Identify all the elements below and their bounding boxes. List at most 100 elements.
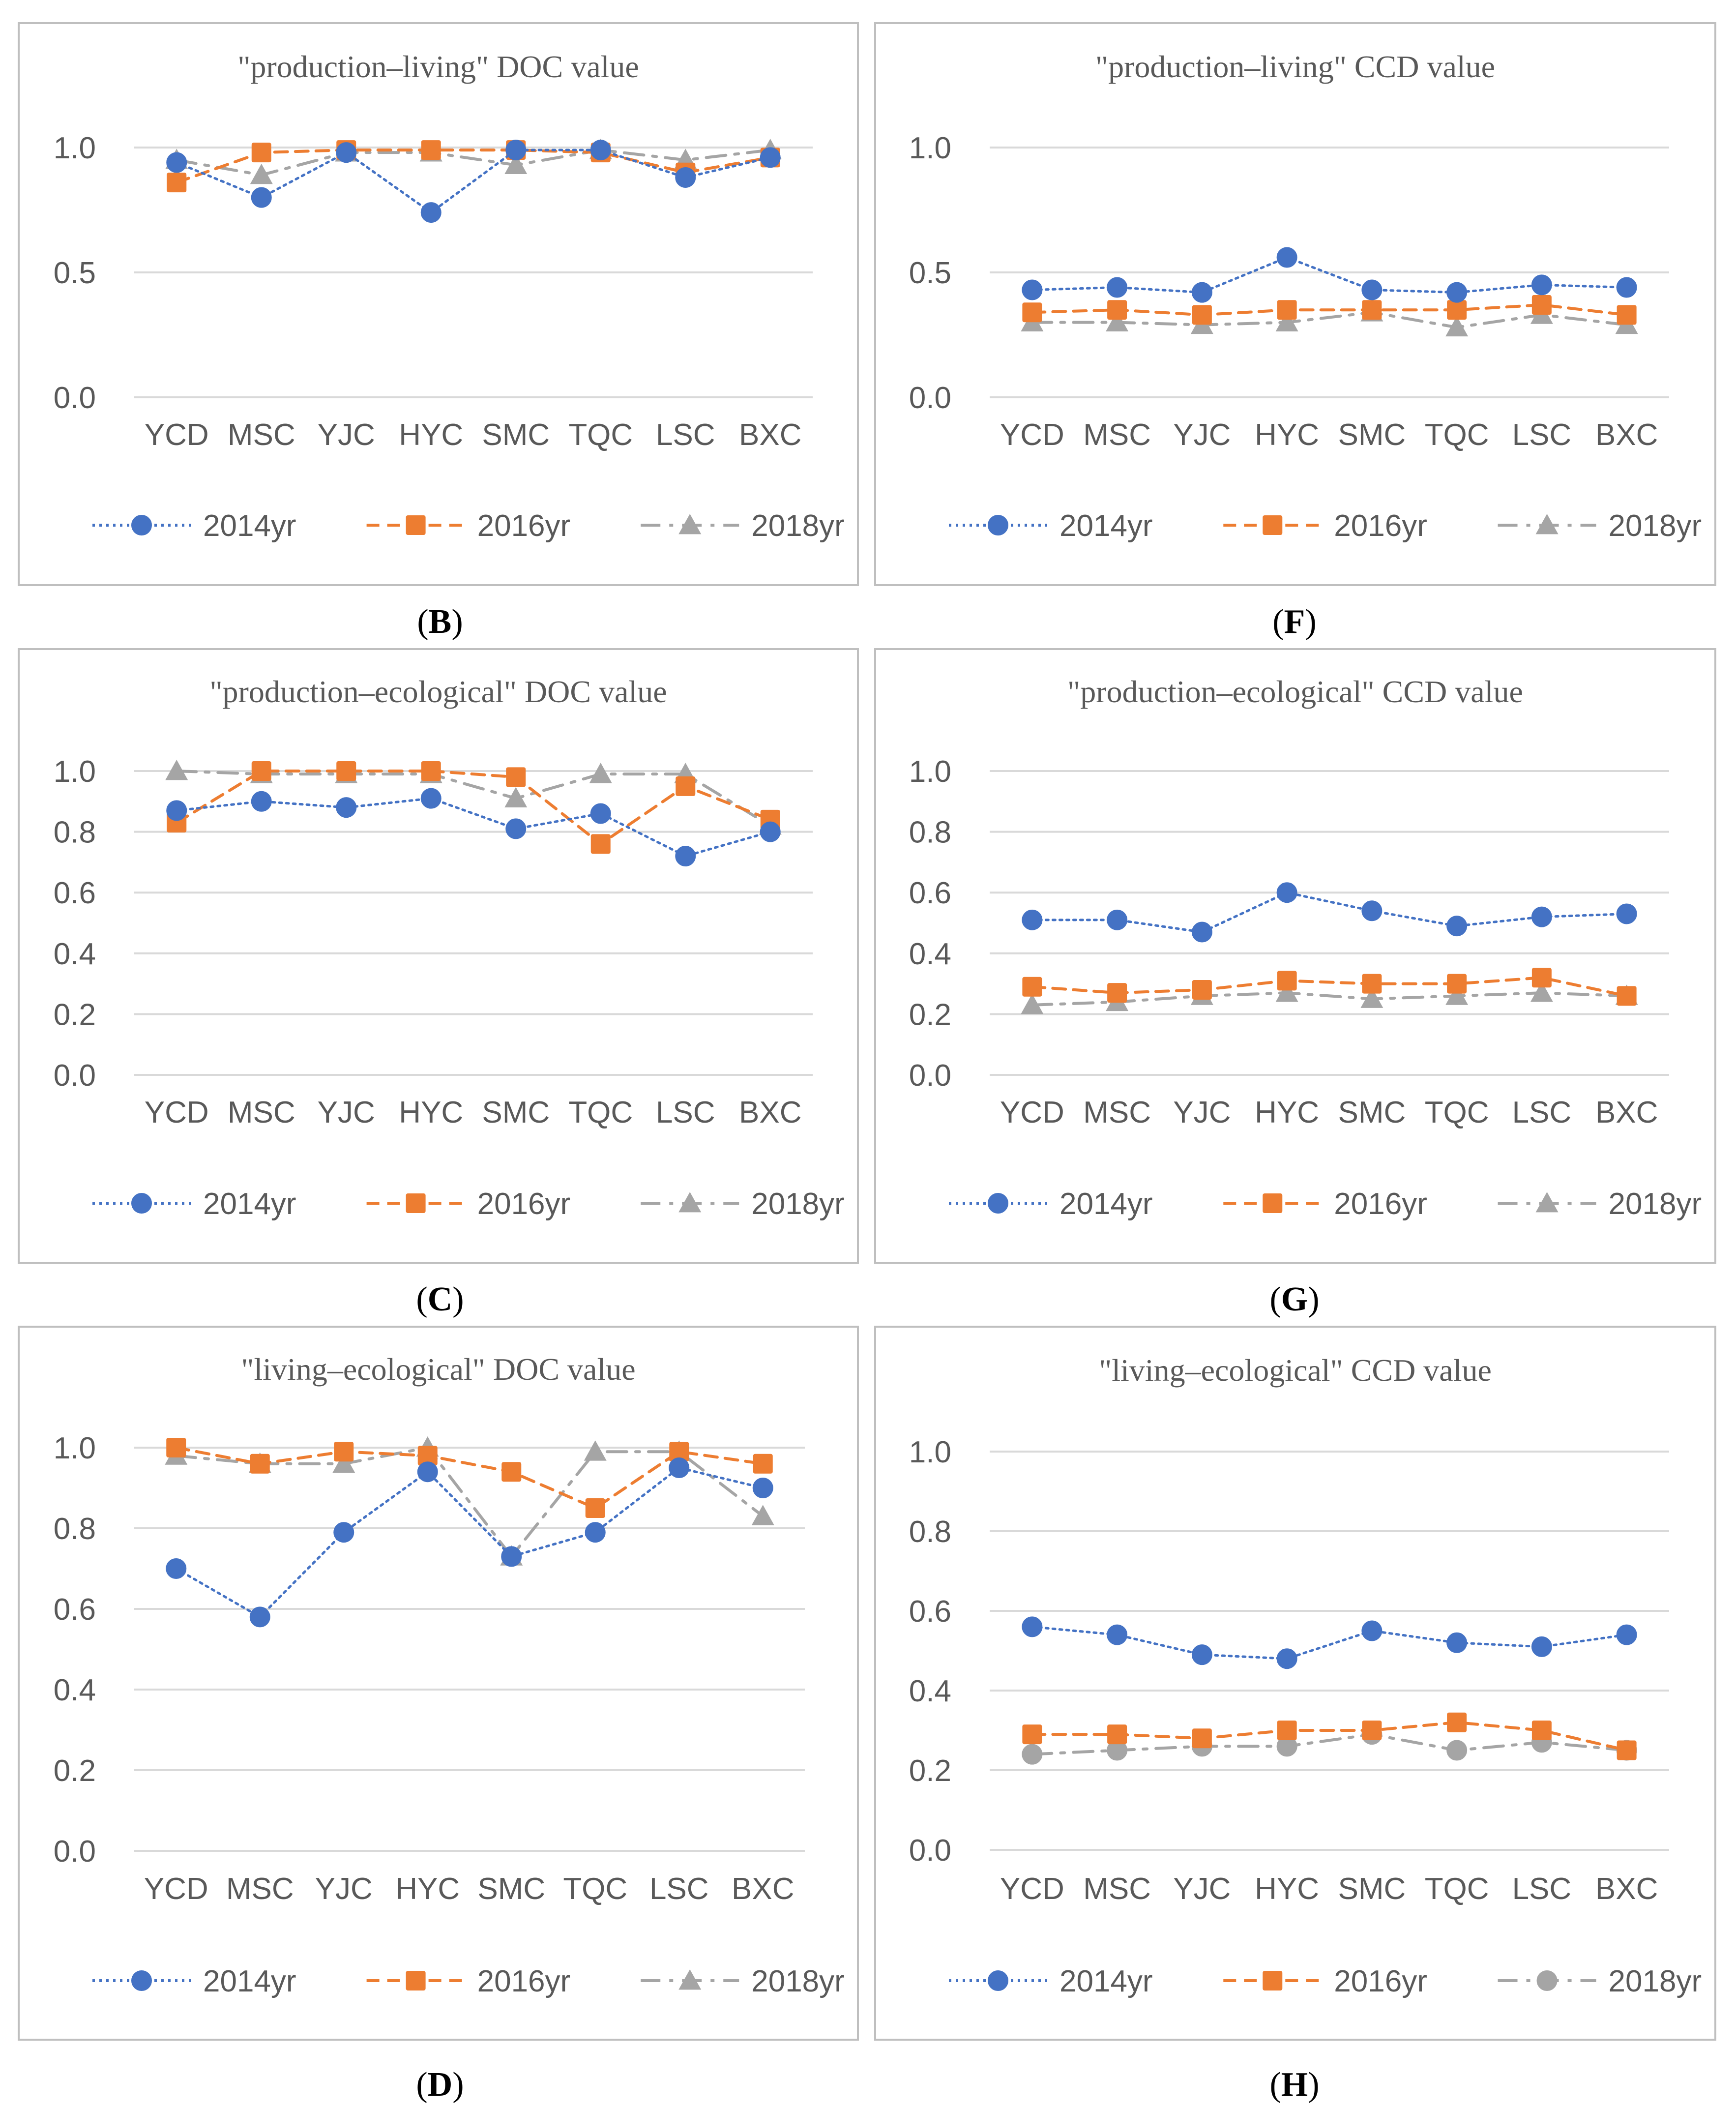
series-line [1030, 1625, 1628, 1660]
data-point [1361, 900, 1383, 921]
data-point [251, 761, 271, 781]
data-point [250, 1454, 270, 1474]
data-point [1022, 977, 1042, 997]
x-tick-label: BXC [739, 418, 801, 452]
y-tick-label: 1.0 [54, 1431, 96, 1465]
data-point [336, 797, 357, 818]
data-point [1277, 1721, 1297, 1740]
data-point [251, 791, 272, 812]
legend-marker [678, 514, 702, 535]
legend-label: 2014yr [1059, 1187, 1153, 1221]
data-point [1530, 981, 1553, 1002]
y-tick-label: 0.8 [54, 816, 96, 850]
x-tick-label: BXC [732, 1872, 794, 1906]
data-point [590, 803, 611, 824]
data-point [1361, 1620, 1383, 1641]
legend-label: 2014yr [203, 509, 296, 543]
y-tick-label: 1.0 [909, 755, 951, 789]
data-point [167, 173, 187, 193]
data-point [1107, 277, 1128, 298]
legend-label: 2016yr [477, 1187, 571, 1221]
legend-label: 2018yr [1609, 1964, 1702, 1998]
x-tick-label: YJC [315, 1872, 373, 1906]
data-point [501, 1546, 522, 1567]
data-point [753, 1454, 773, 1474]
data-point [1447, 974, 1467, 994]
chart-panel-F: "production–living" CCD value 0.0 0.5 1.0 YC… [874, 22, 1716, 641]
data-point [505, 818, 527, 839]
chart-panel-H: "living–ecological" CCD value 0.0 0.2 0.4 0.… [874, 1326, 1716, 2104]
chart-panel-D: "living–ecological" DOC value 0.0 0.2 0.4 0.… [18, 1326, 859, 2104]
x-tick-label: MSC [1083, 1872, 1151, 1906]
series-line [1030, 311, 1628, 329]
legend-item-2016yr: 2016yr [1223, 1964, 1427, 1998]
data-point [1446, 282, 1468, 303]
data-point [1106, 311, 1129, 331]
data-point [1107, 300, 1127, 320]
data-point [1362, 974, 1382, 994]
data-point [1107, 1624, 1128, 1645]
x-tick-label: YCD [145, 418, 209, 452]
y-tick-label: 0.4 [54, 1673, 96, 1707]
legend-label: 2018yr [751, 1964, 845, 1998]
series-line [1030, 976, 1628, 998]
data-point [504, 787, 528, 808]
series-2014yr [1022, 247, 1637, 303]
data-point [1107, 1724, 1127, 1745]
x-tick-label: MSC [226, 1872, 294, 1906]
data-point [165, 760, 188, 780]
y-tick-label: 0.4 [54, 937, 96, 971]
series-2016yr [1022, 968, 1637, 1006]
data-point [669, 1457, 690, 1478]
series-line [1030, 303, 1628, 317]
legend-marker [1263, 1193, 1283, 1213]
data-point [505, 140, 527, 161]
y-tick-label: 0.6 [909, 1595, 951, 1629]
data-point [336, 142, 357, 163]
data-point [504, 153, 528, 174]
y-tick-label: 0.0 [54, 1835, 96, 1869]
data-point [1276, 247, 1297, 268]
data-point [584, 1440, 607, 1461]
series-line [175, 797, 772, 858]
data-point [417, 1446, 438, 1466]
data-point [589, 763, 612, 783]
legend-item-2014yr: 2014yr [949, 1187, 1153, 1221]
data-point [166, 152, 187, 173]
x-tick-label: MSC [228, 418, 295, 452]
chart-frame [874, 1326, 1716, 2041]
x-tick-label: LSC [1512, 418, 1572, 452]
x-tick-label: YCD [145, 1096, 209, 1129]
y-tick-label: 0.0 [54, 1059, 96, 1093]
series-line [1030, 1721, 1628, 1752]
data-point [1531, 295, 1552, 315]
x-tick-label: SMC [482, 1096, 550, 1129]
x-tick-label: SMC [1338, 1872, 1406, 1906]
data-point [420, 788, 441, 809]
x-tick-label: HYC [399, 1096, 463, 1129]
data-point [1277, 971, 1297, 991]
legend-label: 2016yr [477, 509, 571, 543]
legend-label: 2018yr [751, 509, 845, 543]
y-tick-label: 1.0 [909, 131, 951, 165]
chart-panel-C: "production–ecological" DOC value 0.0 0.2 0… [18, 648, 859, 1318]
data-point [166, 1558, 187, 1579]
chart-frame [18, 648, 859, 1264]
y-tick-label: 0.6 [54, 1593, 96, 1627]
legend-item-2014yr: 2014yr [92, 509, 296, 543]
series-line [175, 149, 772, 214]
series-2016yr [166, 1438, 773, 1518]
legend-label: 2014yr [1059, 509, 1153, 543]
y-tick-label: 0.8 [909, 1515, 951, 1549]
data-point [1531, 274, 1552, 296]
panel-caption: (D) [416, 2066, 464, 2104]
series-line [175, 1446, 765, 1510]
y-tick-label: 0.0 [909, 1059, 951, 1093]
legend-label: 2016yr [1334, 1964, 1427, 1998]
data-point [1617, 305, 1637, 325]
data-point [249, 1606, 270, 1628]
legend-marker [406, 515, 426, 535]
series-line [175, 770, 772, 828]
series-2016yr [1022, 295, 1637, 325]
data-point [506, 767, 526, 787]
